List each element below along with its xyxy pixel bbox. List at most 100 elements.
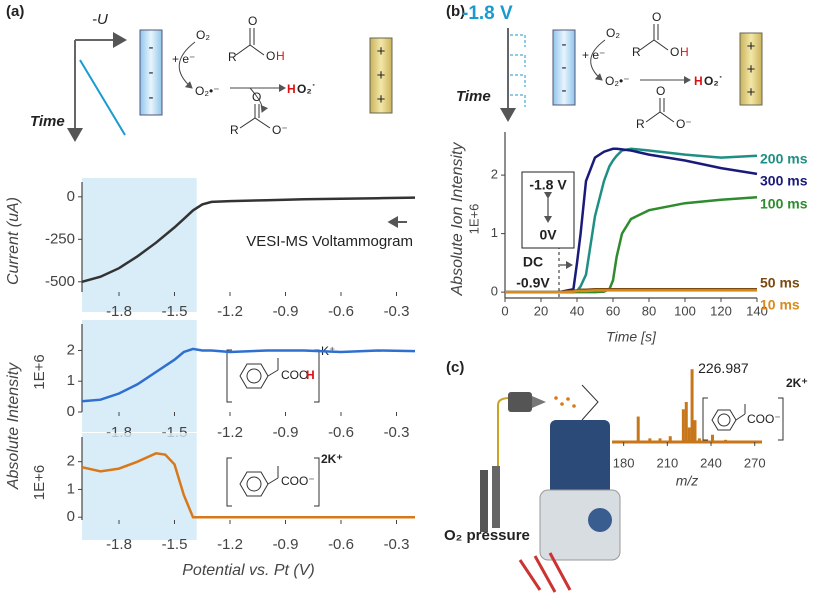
x-tick-label: -0.3 bbox=[384, 536, 410, 553]
axis-text: Time bbox=[456, 88, 491, 105]
x-tick-label: -1.2 bbox=[217, 536, 243, 553]
y-tick-label: 2 bbox=[67, 341, 75, 358]
atom: R bbox=[636, 117, 645, 131]
atom: H bbox=[276, 49, 285, 63]
x-tick-label: -1.8 bbox=[106, 536, 132, 553]
annotation: VESI-MS Voltammogram bbox=[246, 233, 413, 250]
y-tick-label: 2 bbox=[491, 167, 498, 182]
annotation: -0.9V bbox=[516, 275, 550, 291]
axis-multiplier: 1E+6 bbox=[466, 204, 481, 235]
x-tick-label: -0.3 bbox=[384, 303, 410, 320]
atom: O bbox=[670, 45, 679, 59]
x-tick-label: -0.9 bbox=[273, 424, 299, 441]
line-series bbox=[81, 196, 416, 284]
x-tick-label: 80 bbox=[642, 303, 656, 318]
sign: - bbox=[562, 82, 567, 99]
atom: H bbox=[306, 368, 315, 382]
y-tick-label: -500 bbox=[45, 273, 75, 290]
atom: O bbox=[656, 84, 665, 98]
sign: + bbox=[747, 38, 756, 55]
annotation: 0V bbox=[539, 227, 557, 243]
x-tick-label: 40 bbox=[570, 303, 584, 318]
x-tick-label: 240 bbox=[700, 455, 722, 470]
atom: R bbox=[632, 45, 641, 59]
y-tick-label: 1 bbox=[491, 225, 498, 240]
atom: O⁻ bbox=[272, 123, 288, 137]
species: O₂˙ bbox=[704, 74, 723, 88]
y-tick-label: -250 bbox=[45, 230, 75, 247]
sign: + bbox=[377, 91, 386, 108]
annotation: -1.8 V bbox=[529, 177, 567, 193]
axis-text: -U bbox=[92, 11, 108, 28]
ion: 2K⁺ bbox=[786, 376, 808, 390]
sign: - bbox=[562, 36, 567, 53]
x-tick-label: -1.2 bbox=[217, 424, 243, 441]
line-series bbox=[81, 347, 416, 403]
annotation-box bbox=[521, 171, 575, 249]
schematic-c: O₂ pressure COO⁻ 2K⁺ bbox=[444, 376, 808, 593]
species: O₂ bbox=[196, 28, 210, 42]
x-axis-label: m/z bbox=[676, 473, 699, 489]
ion: 2K⁺ bbox=[321, 452, 343, 466]
panel-label: (b) bbox=[446, 3, 465, 20]
panel-label: (c) bbox=[446, 359, 464, 376]
x-axis-label: Potential vs. Pt (V) bbox=[182, 562, 315, 579]
shaded-region bbox=[82, 320, 197, 432]
species: H bbox=[694, 74, 703, 88]
sign: - bbox=[149, 64, 154, 81]
atom: O bbox=[652, 10, 661, 24]
atom: O bbox=[248, 14, 257, 28]
schematic-b: -1.8 V Time - - - O₂ + e⁻ O₂•⁻ H O₂˙ R O… bbox=[456, 3, 763, 131]
y-tick-label: 1 bbox=[67, 372, 75, 389]
x-tick-label: 210 bbox=[656, 455, 678, 470]
sign: + bbox=[377, 67, 386, 84]
schematic-a: -U Time - - - O₂ + e⁻ O₂•⁻ H O₂˙ R O O H… bbox=[30, 11, 393, 142]
x-tick-label: -1.8 bbox=[106, 303, 132, 320]
atom: COO⁻ bbox=[747, 412, 781, 426]
legend-label: 100 ms bbox=[760, 196, 808, 212]
label: O₂ pressure bbox=[444, 527, 530, 544]
atom: R bbox=[228, 50, 237, 64]
species: O₂•⁻ bbox=[195, 84, 220, 98]
sign: + bbox=[747, 61, 756, 78]
x-tick-label: 0 bbox=[501, 303, 508, 318]
x-tick-label: -1.5 bbox=[162, 536, 188, 553]
x-tick-label: -0.6 bbox=[328, 303, 354, 320]
shaded-region bbox=[82, 433, 197, 540]
x-tick-label: -1.2 bbox=[217, 303, 243, 320]
potential: -1.8 V bbox=[462, 3, 513, 24]
legend-label: 10 ms bbox=[760, 297, 800, 313]
atom: O bbox=[266, 49, 275, 63]
sign: - bbox=[562, 59, 567, 76]
x-tick-label: 20 bbox=[534, 303, 548, 318]
x-tick-label: 100 bbox=[674, 303, 696, 318]
annotation: DC bbox=[523, 254, 543, 270]
axis-text: Time bbox=[30, 113, 65, 130]
structure: COO H K⁺ COO⁻ 2K⁺ bbox=[226, 344, 343, 507]
species: O₂ bbox=[606, 26, 620, 40]
axis-multiplier: 1E+6 bbox=[31, 354, 48, 389]
y-tick-label: 0 bbox=[491, 284, 498, 299]
x-tick-label: -0.6 bbox=[328, 536, 354, 553]
species: + e⁻ bbox=[582, 48, 605, 62]
y-axis-label: Absolute Intensity bbox=[5, 362, 22, 490]
shaded-region bbox=[82, 178, 197, 312]
y-axis-label: Absolute Ion Intensity bbox=[449, 142, 466, 297]
y-tick-label: 1 bbox=[67, 480, 75, 497]
x-axis-label: Time [s] bbox=[606, 329, 657, 345]
species: H bbox=[287, 82, 296, 96]
x-tick-label: 60 bbox=[606, 303, 620, 318]
legend-label: 50 ms bbox=[760, 275, 800, 291]
x-tick-label: 120 bbox=[710, 303, 732, 318]
line-series bbox=[81, 452, 415, 519]
x-tick-label: -0.9 bbox=[273, 303, 299, 320]
axis-multiplier: 1E+6 bbox=[31, 465, 48, 500]
sign: - bbox=[149, 89, 154, 106]
sign: + bbox=[377, 43, 386, 60]
y-tick-label: 0 bbox=[67, 508, 75, 525]
y-tick-label: 2 bbox=[67, 453, 75, 470]
sign: + bbox=[747, 84, 756, 101]
atom: R bbox=[230, 123, 239, 137]
x-tick-label: -0.6 bbox=[328, 424, 354, 441]
